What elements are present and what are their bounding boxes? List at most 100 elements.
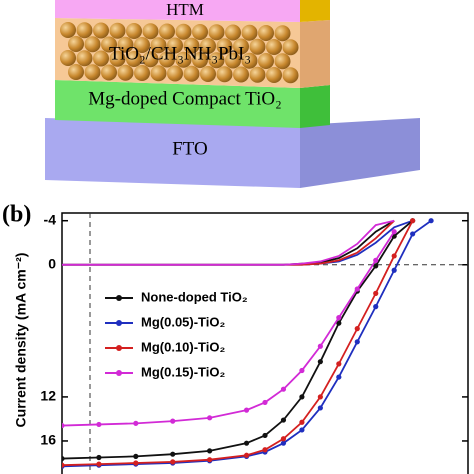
legend-marker: [116, 295, 122, 301]
nanoparticle: [225, 52, 241, 69]
fto-layer: [45, 118, 300, 188]
marker: [207, 448, 213, 454]
marker: [410, 218, 416, 224]
htm-layer: [55, 0, 300, 22]
nanoparticle: [109, 22, 126, 39]
nanoparticle: [101, 36, 117, 53]
nanoparticle: [117, 64, 134, 81]
marker: [299, 427, 305, 433]
nanoparticle: [109, 50, 126, 67]
nanoparticle: [241, 24, 258, 41]
plot: -4 0 12 16 None-doped TiO₂ Mg(0.05)-TiO₂ Mg(0.…: [40, 211, 469, 474]
legend-marker: [116, 370, 122, 376]
etl-side: [300, 85, 330, 128]
legend-marker: [116, 345, 122, 351]
nanoparticle: [208, 52, 225, 69]
nanoparticle: [159, 23, 175, 40]
nanoparticle: [68, 36, 84, 52]
nanoparticle: [101, 64, 117, 81]
nanoparticle: [258, 25, 274, 41]
nanoparticle: [84, 36, 101, 53]
layer-label: HTM: [166, 0, 204, 19]
marker: [299, 394, 305, 400]
nanoparticle: [216, 66, 233, 83]
marker: [373, 263, 379, 269]
marker: [280, 417, 287, 423]
marker: [280, 386, 287, 392]
nanoparticle: [142, 23, 159, 40]
nanoparticle: [208, 24, 225, 41]
perovskite-side: [300, 20, 330, 88]
nanoparticle: [167, 65, 183, 82]
line: [62, 220, 395, 266]
marker: [243, 452, 250, 458]
layer-label: TiO₂/CH₃NH₃PbI₃: [109, 43, 251, 64]
marker: [280, 436, 287, 442]
nanoparticle: [150, 65, 167, 82]
marker: [96, 421, 102, 428]
marker: [96, 461, 102, 467]
marker: [133, 460, 139, 466]
legend-label: Mg(0.10)-TiO₂: [141, 339, 225, 354]
marker: [373, 257, 379, 263]
marker: [317, 405, 323, 411]
nanoparticle: [200, 66, 216, 82]
legend-label: Mg(0.05)-TiO₂: [141, 314, 225, 329]
nanoparticle: [175, 51, 192, 68]
legend-marker: [116, 320, 122, 326]
nanoparticle: [167, 37, 183, 54]
y-tick-label: -4: [44, 211, 57, 227]
marker: [336, 374, 342, 380]
nanoparticle: [93, 50, 109, 67]
nanoparticle: [266, 67, 282, 83]
nanoparticle: [175, 23, 192, 40]
marker: [428, 218, 434, 224]
marker: [207, 457, 213, 463]
marker: [62, 422, 65, 429]
nanoparticle: [282, 67, 299, 84]
nanoparticles: [60, 22, 299, 84]
nanoparticle: [282, 39, 299, 56]
marker: [317, 394, 323, 400]
nanoparticle: [216, 38, 233, 55]
line: [62, 219, 413, 266]
nanoparticle: [84, 64, 101, 81]
line: [62, 219, 395, 266]
nanoparticle: [76, 22, 93, 39]
y-axis-label: Current density (mA cm⁻²): [13, 253, 29, 428]
nanoparticle: [126, 23, 142, 39]
marker: [336, 315, 342, 321]
marker: [170, 459, 176, 465]
nanoparticle: [60, 22, 76, 38]
fto-side: [300, 118, 420, 188]
nanoparticle: [117, 36, 134, 53]
nanoparticle: [134, 37, 150, 53]
marker: [262, 447, 268, 453]
marker: [280, 440, 287, 446]
nanoparticle: [192, 24, 208, 40]
line: [62, 220, 414, 460]
nanoparticle: [233, 66, 249, 83]
nanoparticle: [183, 37, 200, 54]
marker: [336, 361, 342, 367]
marker: [133, 420, 139, 426]
marker: [170, 418, 176, 424]
nanoparticle: [249, 66, 266, 83]
marker: [317, 359, 323, 365]
nanoparticle: [266, 39, 282, 55]
nanoparticle: [159, 51, 175, 68]
marker: [207, 415, 213, 421]
y-tick-label: 16: [40, 432, 56, 448]
marker: [373, 304, 379, 310]
nanoparticle: [241, 52, 258, 69]
marker: [243, 440, 250, 446]
nanoparticle: [183, 65, 200, 82]
device-schematic: HTM TiO₂/CH₃NH₃PbI₃ Mg-doped Compact TiO…: [45, 0, 420, 188]
y-tick-label: 0: [48, 255, 56, 271]
marker: [262, 399, 268, 406]
etl-layer: [55, 80, 300, 128]
nanoparticle: [249, 38, 266, 55]
nanoparticle: [225, 24, 241, 41]
curves: [62, 218, 434, 469]
